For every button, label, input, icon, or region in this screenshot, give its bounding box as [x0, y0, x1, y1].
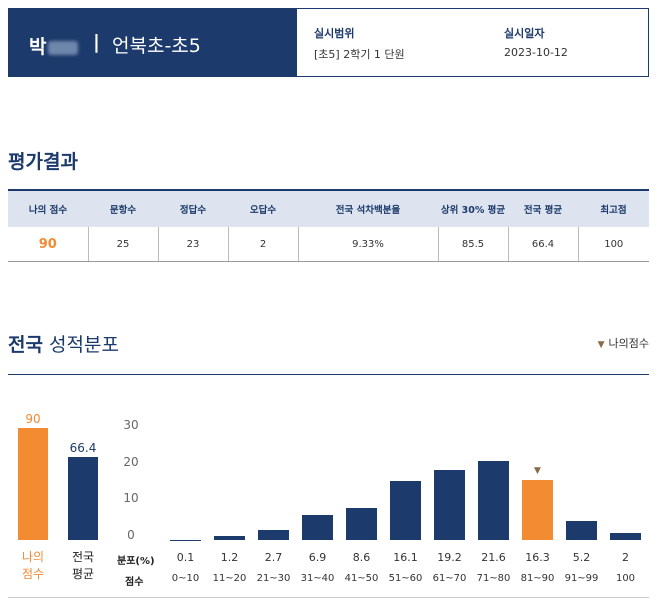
dist-bar-7 [478, 460, 509, 540]
dist-bar-2 [258, 530, 289, 540]
range-label-6: 61~70 [432, 573, 467, 584]
col-my-score: 나의 점수 [8, 189, 88, 227]
results-header-row: 나의 점수 문항수 정답수 오답수 전국 석차백분율 상위 30% 평균 전국 … [8, 189, 649, 227]
dist-bar-4 [346, 508, 377, 540]
distribution-top-rule [8, 374, 649, 375]
my-score-value: 90 [8, 227, 88, 262]
summary-value-1: 66.4 [69, 441, 97, 455]
y-tick-20: 20 [123, 454, 139, 469]
dist-value-2: 2.7 [264, 551, 283, 564]
national-avg-value: 66.4 [507, 227, 578, 262]
dist-value-9: 5.2 [572, 551, 591, 564]
dist-value-3: 6.9 [308, 551, 327, 564]
col-top30-avg: 상위 30% 평균 [438, 189, 508, 227]
y-tick-30: 30 [123, 418, 139, 432]
top30-avg-value: 85.5 [437, 227, 508, 262]
summary-bar-1 [68, 457, 98, 540]
range-label-5: 51~60 [388, 573, 423, 584]
y-tick-10: 10 [123, 491, 139, 506]
range-label-7: 71~80 [476, 573, 511, 584]
dist-value-1: 1.2 [220, 551, 239, 564]
distribution-bottom-rule [8, 597, 649, 598]
range-label-1: 11~20 [212, 573, 247, 584]
dist-value-8: 16.3 [525, 551, 550, 564]
wrong-value: 2 [227, 227, 298, 262]
legend-label: 나의점수 [608, 337, 649, 350]
dist-bar-3 [302, 514, 333, 540]
scope-label: 실시범위 [314, 27, 355, 40]
dist-value-5: 16.1 [393, 551, 418, 564]
range-label-0: 0~10 [171, 573, 200, 584]
correct-value: 23 [157, 227, 228, 262]
scope-value: [초5] 2학기 1 단원 [314, 48, 405, 61]
dist-bar-6 [434, 469, 465, 540]
range-label-10: 100 [615, 573, 636, 584]
summary-value-0: 90 [25, 411, 41, 426]
col-wrong: 오답수 [228, 189, 298, 227]
results-title: 평가결과 [8, 151, 78, 173]
col-questions: 문항수 [88, 189, 158, 227]
max-score-value: 100 [577, 227, 649, 262]
name-redaction [48, 40, 79, 55]
dist-row-label: 분포(%) [117, 556, 155, 567]
dist-value-6: 19.2 [437, 551, 462, 564]
score-row-label: 점수 [125, 577, 144, 588]
range-label-3: 31~40 [300, 573, 335, 584]
dist-value-10: 2 [622, 551, 629, 564]
distribution-title: 전국 성적분포 [8, 334, 119, 356]
header-separator: | [93, 31, 100, 53]
dist-value-0: 0.1 [176, 551, 195, 564]
percentile-value: 9.33% [297, 227, 438, 262]
dist-bar-10 [610, 532, 641, 540]
student-info-panel: 박 | 언북초-초5 [9, 9, 297, 76]
range-label-8: 81~90 [520, 573, 555, 584]
range-label-2: 21~30 [256, 573, 291, 584]
range-label-4: 41~50 [344, 573, 379, 584]
dist-bar-9 [566, 520, 597, 540]
col-correct: 정답수 [158, 189, 228, 227]
dist-bar-5 [390, 480, 421, 540]
dist-value-7: 21.6 [481, 551, 506, 564]
results-table: 나의 점수 문항수 정답수 오답수 전국 석차백분율 상위 30% 평균 전국 … [8, 189, 649, 262]
range-label-9: 91~99 [564, 573, 599, 584]
col-max-score: 최고점 [578, 189, 649, 227]
triangle-down-icon: ▼ [597, 340, 605, 350]
col-national-avg: 전국 평균 [508, 189, 578, 227]
school-class: 언북초-초5 [112, 35, 201, 57]
dist-bar-1 [214, 535, 245, 540]
dist-value-4: 8.6 [352, 551, 371, 564]
questions-value: 25 [87, 227, 158, 262]
report-header: 박 | 언북초-초5 실시범위 [초5] 2학기 1 단원 실시일자 2023-… [8, 8, 649, 77]
results-value-row: 90 25 23 2 9.33% 85.5 66.4 100 [8, 227, 649, 262]
legend: ▼ 나의점수 [598, 335, 649, 351]
summary-bar-0 [18, 427, 48, 540]
summary-category-1: 전국 평균 [71, 550, 95, 581]
student-name: 박 [29, 32, 79, 59]
date-label: 실시일자 [504, 27, 545, 40]
date-value: 2023-10-12 [504, 46, 568, 59]
col-percentile: 전국 석차백분율 [298, 189, 438, 227]
dist-bar-8 [522, 480, 553, 540]
my-score-marker-icon: ▼ [534, 466, 541, 477]
y-tick-0: 0 [127, 528, 135, 542]
summary-category-0: 나의 점수 [21, 550, 45, 581]
